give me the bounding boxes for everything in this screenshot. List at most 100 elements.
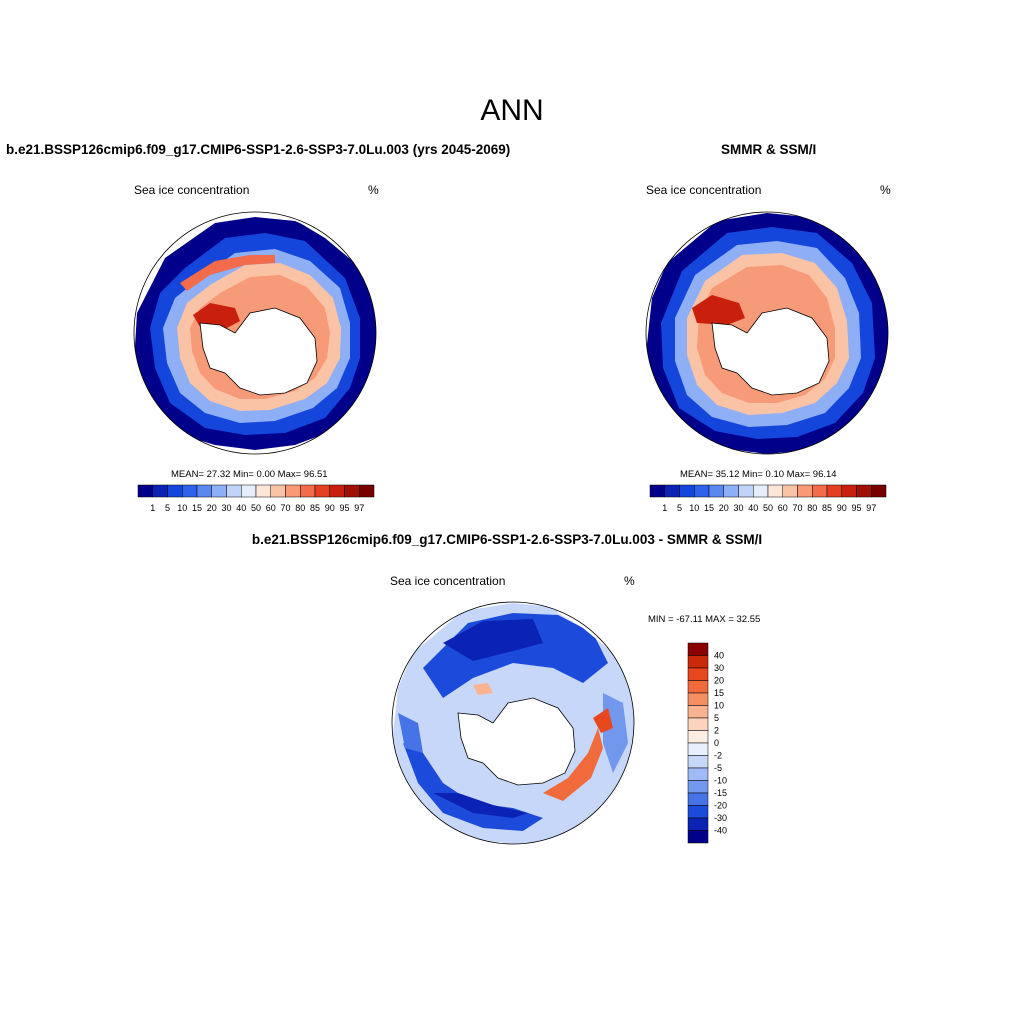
colorbar-box (226, 484, 242, 498)
obs-variable-label: Sea ice concentration (646, 183, 762, 197)
colorbar-label: 2 (714, 726, 719, 736)
colorbar-label: 90 (837, 503, 847, 513)
colorbar-box (152, 484, 168, 498)
colorbar-box (270, 484, 286, 498)
colorbar-label: 30 (714, 663, 724, 673)
obs-ice-field (646, 213, 888, 454)
colorbar-box (812, 484, 828, 498)
colorbar-label: 80 (807, 503, 817, 513)
colorbar-label: -40 (714, 826, 727, 836)
colorbar-box (687, 742, 709, 756)
colorbar-box (344, 484, 360, 498)
colorbar-label: 40 (748, 503, 758, 513)
colorbar-label: 1 (662, 503, 667, 513)
colorbar-label: 10 (714, 701, 724, 711)
colorbar-box (694, 484, 710, 498)
colorbar-label: 60 (266, 503, 276, 513)
colorbar-box (300, 484, 316, 498)
obs-stats: MEAN= 35.12 Min= 0.10 Max= 96.14 (680, 469, 837, 480)
colorbar-label: -2 (714, 751, 722, 761)
colorbar-label: 40 (236, 503, 246, 513)
colorbar-label: 5 (677, 503, 682, 513)
colorbar-box (738, 484, 754, 498)
colorbar-box (255, 484, 271, 498)
colorbar-box (871, 484, 887, 498)
colorbar-label: 70 (280, 503, 290, 513)
obs-units-label: % (880, 183, 891, 197)
colorbar-label: 20 (714, 676, 724, 686)
colorbar-box (687, 780, 709, 794)
colorbar-label: 80 (295, 503, 305, 513)
colorbar-label: 90 (325, 503, 335, 513)
colorbar-label: 30 (221, 503, 231, 513)
model-panel-title: b.e21.BSSP126cmip6.f09_g17.CMIP6-SSP1-2.… (6, 142, 511, 157)
diff-variable-label: Sea ice concentration (390, 574, 506, 588)
colorbar-label: 10 (689, 503, 699, 513)
colorbar-box (687, 817, 709, 831)
model-stats: MEAN= 27.32 Min= 0.00 Max= 96.51 (171, 469, 328, 480)
colorbar-box (211, 484, 227, 498)
colorbar-label: 15 (192, 503, 202, 513)
colorbar-label: 85 (310, 503, 320, 513)
colorbar-label: 0 (714, 738, 719, 748)
colorbar-box (329, 484, 345, 498)
model-variable-label: Sea ice concentration (134, 183, 250, 197)
obs-colorbar: 1 5 10 15 20 30 40 50 60 70 80 85 90 95 97 (649, 484, 887, 513)
colorbar-label: 60 (778, 503, 788, 513)
colorbar-box (679, 484, 695, 498)
colorbar-label: 10 (177, 503, 187, 513)
colorbar-label: 15 (714, 688, 724, 698)
colorbar-label: -10 (714, 776, 727, 786)
diff-field (392, 602, 634, 844)
colorbar-box (687, 692, 709, 706)
colorbar-box (241, 484, 257, 498)
colorbar-box (314, 484, 330, 498)
colorbar-label: -20 (714, 801, 727, 811)
model-colorbar-labels: 1 5 10 15 20 30 40 50 60 70 80 85 90 95 97 (150, 503, 364, 513)
colorbar-label: 1 (150, 503, 155, 513)
colorbar-label: 97 (354, 503, 364, 513)
model-colorbar: 1 5 10 15 20 30 40 50 60 70 80 85 90 95 97 (137, 484, 375, 513)
model-colorbar-boxes (137, 484, 375, 498)
colorbar-box (687, 805, 709, 819)
colorbar-box (856, 484, 872, 498)
colorbar-label: 5 (165, 503, 170, 513)
colorbar-box (137, 484, 153, 498)
colorbar-label: -30 (714, 813, 727, 823)
colorbar-label: 30 (733, 503, 743, 513)
colorbar-box (767, 484, 783, 498)
diff-colorbar-boxes (687, 642, 709, 844)
colorbar-box (797, 484, 813, 498)
diff-polar-map (391, 601, 635, 845)
colorbar-label: 5 (714, 713, 719, 723)
colorbar-label: 20 (207, 503, 217, 513)
colorbar-box (687, 667, 709, 681)
colorbar-label: 85 (822, 503, 832, 513)
colorbar-box (687, 642, 709, 656)
colorbar-box (196, 484, 212, 498)
obs-colorbar-labels: 1 5 10 15 20 30 40 50 60 70 80 85 90 95 97 (662, 503, 876, 513)
colorbar-label: -15 (714, 788, 727, 798)
colorbar-label: 70 (792, 503, 802, 513)
colorbar-label: 50 (763, 503, 773, 513)
model-ice-field (134, 212, 376, 450)
obs-polar-map (645, 211, 889, 455)
colorbar-box (687, 680, 709, 694)
colorbar-box (687, 767, 709, 781)
colorbar-box (182, 484, 198, 498)
colorbar-box (687, 717, 709, 731)
colorbar-box (167, 484, 183, 498)
colorbar-label: 95 (339, 503, 349, 513)
colorbar-box (753, 484, 769, 498)
colorbar-box (687, 705, 709, 719)
colorbar-box (723, 484, 739, 498)
colorbar-label: -5 (714, 763, 722, 773)
colorbar-label: 40 (714, 651, 724, 661)
colorbar-label: 50 (251, 503, 261, 513)
colorbar-box (841, 484, 857, 498)
obs-colorbar-boxes (649, 484, 887, 498)
colorbar-box (687, 792, 709, 806)
diff-stats: MIN = -67.11 MAX = 32.55 (648, 614, 761, 625)
diff-panel-title: b.e21.BSSP126cmip6.f09_g17.CMIP6-SSP1-2.… (251, 532, 763, 547)
